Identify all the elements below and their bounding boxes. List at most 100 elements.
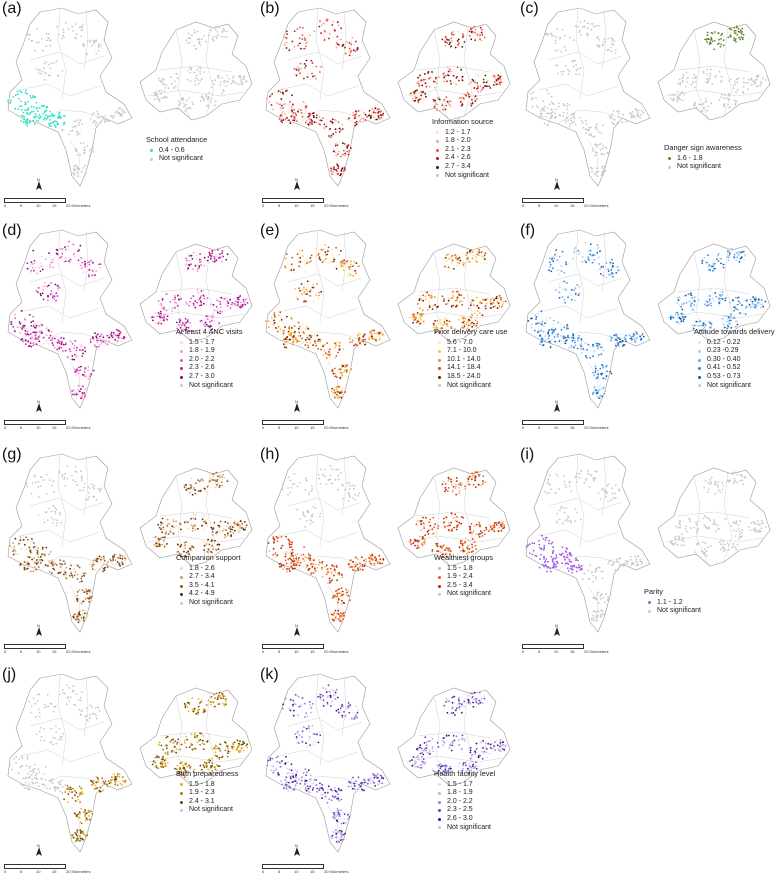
household-dot	[24, 325, 26, 327]
household-dot	[48, 337, 50, 339]
household-dot	[580, 34, 582, 36]
household-dot	[581, 338, 583, 340]
household-dot	[300, 330, 302, 332]
household-dot	[239, 526, 241, 528]
household-dot	[188, 521, 190, 523]
household-dot	[99, 556, 101, 558]
household-dot	[111, 115, 113, 117]
household-dot	[32, 111, 34, 113]
household-dot	[350, 116, 352, 118]
household-dot	[61, 570, 63, 572]
household-dot	[197, 289, 199, 291]
household-dot	[294, 112, 296, 114]
household-dot	[46, 334, 48, 336]
household-dot	[425, 82, 427, 84]
household-dot	[348, 144, 350, 146]
household-dot	[82, 601, 84, 603]
household-dot	[41, 256, 43, 258]
household-dot	[585, 128, 587, 130]
household-dot	[305, 117, 307, 119]
household-dot	[282, 92, 284, 94]
household-dot	[597, 175, 599, 177]
household-dot	[611, 113, 613, 115]
household-dot	[349, 55, 351, 57]
household-dot	[381, 114, 383, 116]
household-dot	[565, 340, 567, 342]
household-dot	[52, 522, 54, 524]
household-dot	[728, 259, 730, 261]
household-dot	[91, 149, 93, 151]
household-dot	[451, 32, 453, 34]
household-dot	[574, 117, 576, 119]
household-dot	[338, 122, 340, 124]
household-dot	[323, 32, 325, 34]
household-dot	[32, 316, 34, 318]
household-dot	[602, 147, 604, 149]
household-dot	[103, 563, 105, 565]
household-dot	[486, 303, 488, 305]
household-dot	[336, 42, 338, 44]
household-dot	[706, 78, 708, 80]
household-dot	[189, 37, 191, 39]
household-dot	[156, 546, 158, 548]
household-dot	[76, 172, 78, 174]
household-dot	[80, 369, 82, 371]
household-dot	[89, 596, 91, 598]
household-dot	[613, 110, 615, 112]
household-dot	[8, 102, 10, 104]
household-dot	[80, 620, 82, 622]
household-dot	[35, 481, 37, 483]
household-dot	[54, 347, 56, 349]
household-dot	[306, 335, 308, 337]
household-dot	[80, 470, 82, 472]
household-dot	[76, 131, 78, 133]
household-dot	[557, 322, 559, 324]
household-dot	[213, 479, 215, 481]
household-dot	[112, 563, 114, 565]
kebele-boundary	[678, 66, 750, 72]
household-dot	[197, 79, 199, 81]
legend-swatch	[698, 350, 701, 353]
household-dot	[617, 122, 619, 124]
household-dot	[53, 121, 55, 123]
household-dot	[240, 306, 242, 308]
household-dot	[319, 256, 321, 258]
household-dot	[425, 96, 427, 98]
household-dot	[308, 338, 310, 340]
household-dot	[562, 251, 564, 253]
household-dot	[281, 89, 283, 91]
household-dot	[677, 317, 679, 319]
household-dot	[540, 114, 542, 116]
household-dot	[294, 68, 296, 70]
household-dot	[25, 330, 27, 332]
legend-swatch	[438, 376, 441, 379]
household-dot	[722, 322, 724, 324]
household-dot	[38, 325, 40, 327]
household-dot	[574, 342, 576, 344]
household-dot	[13, 554, 15, 556]
household-dot	[740, 312, 742, 314]
household-dot	[462, 33, 464, 35]
household-dot	[484, 258, 486, 260]
household-dot	[28, 107, 30, 109]
household-dot	[603, 350, 605, 352]
household-dot	[611, 37, 613, 39]
household-dot	[162, 537, 164, 539]
household-dot	[190, 484, 192, 486]
household-dot	[710, 68, 712, 70]
household-dot	[40, 116, 42, 118]
household-dot	[31, 538, 33, 540]
household-dot	[681, 309, 683, 311]
household-dot	[619, 341, 621, 343]
household-dot	[635, 108, 637, 110]
household-dot	[80, 344, 82, 346]
household-dot	[219, 301, 221, 303]
household-dot	[178, 545, 180, 547]
household-dot	[338, 25, 340, 27]
household-dot	[539, 335, 541, 337]
household-dot	[351, 40, 353, 42]
household-dot	[574, 113, 576, 115]
household-dot	[46, 40, 48, 42]
